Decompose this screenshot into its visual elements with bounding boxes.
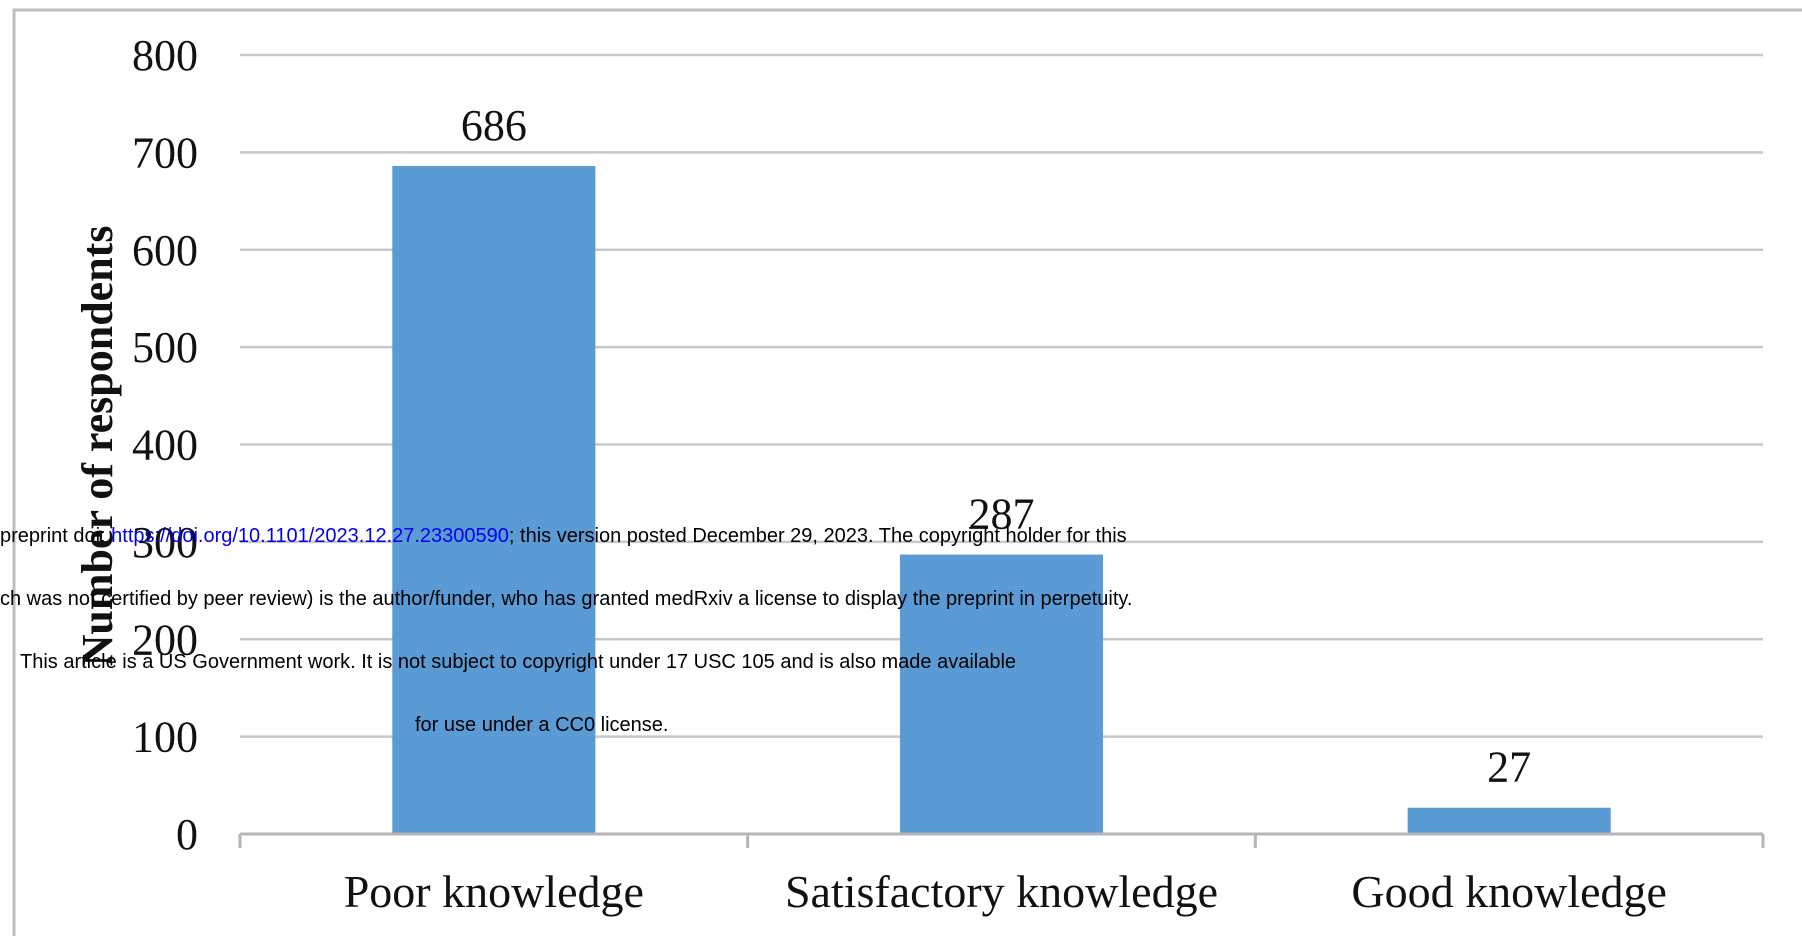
doi-link[interactable]: https://doi.org/10.1101/2023.12.27.23300…: [111, 525, 509, 547]
watermark-line-1: preprint doi: https://doi.org/10.1101/20…: [0, 526, 1300, 547]
y-tick-label: 0: [176, 810, 198, 859]
x-axis: [238, 832, 1765, 848]
watermark-doi-prefix: preprint doi:: [0, 525, 112, 547]
watermark-line-2: ch was not certified by peer review) is …: [0, 588, 1133, 610]
bars: [392, 166, 1611, 834]
bar: [1407, 807, 1611, 834]
data-label: 287: [969, 490, 1035, 539]
data-labels: 686 287 27: [461, 101, 1531, 792]
y-tick-label: 300: [132, 518, 198, 567]
y-tick-label: 600: [132, 226, 198, 275]
watermark-line-4: for use under a CC0 license.: [415, 714, 669, 736]
y-tick-label: 800: [132, 31, 198, 80]
bar: [899, 554, 1104, 834]
y-tick-label: 500: [132, 323, 198, 372]
y-tick-label: 400: [132, 421, 198, 470]
y-tick-label: 100: [132, 713, 198, 762]
y-tick-label: 200: [132, 615, 198, 664]
y-axis-title: Number of respondents: [73, 226, 122, 667]
data-label: 686: [461, 101, 527, 150]
category-label: Poor knowledge: [344, 866, 644, 917]
preprint-watermark: preprint doi: https://doi.org/10.1101/20…: [0, 484, 1300, 757]
category-label: Satisfactory knowledge: [785, 866, 1218, 917]
category-labels: Poor knowledge Satisfactory knowledge Good…: [344, 866, 1667, 917]
y-tick-label: 700: [132, 128, 198, 177]
y-tick-labels: 0 100 200 300 400 500 600 700 800: [132, 31, 198, 859]
category-label: Good knowledge: [1351, 866, 1667, 917]
watermark-line-3: This article is a US Government work. It…: [20, 651, 1017, 673]
data-label: 27: [1487, 743, 1531, 792]
bar: [392, 166, 596, 834]
watermark-doi-suffix: ; this version posted December 29, 2023.…: [508, 525, 1127, 547]
